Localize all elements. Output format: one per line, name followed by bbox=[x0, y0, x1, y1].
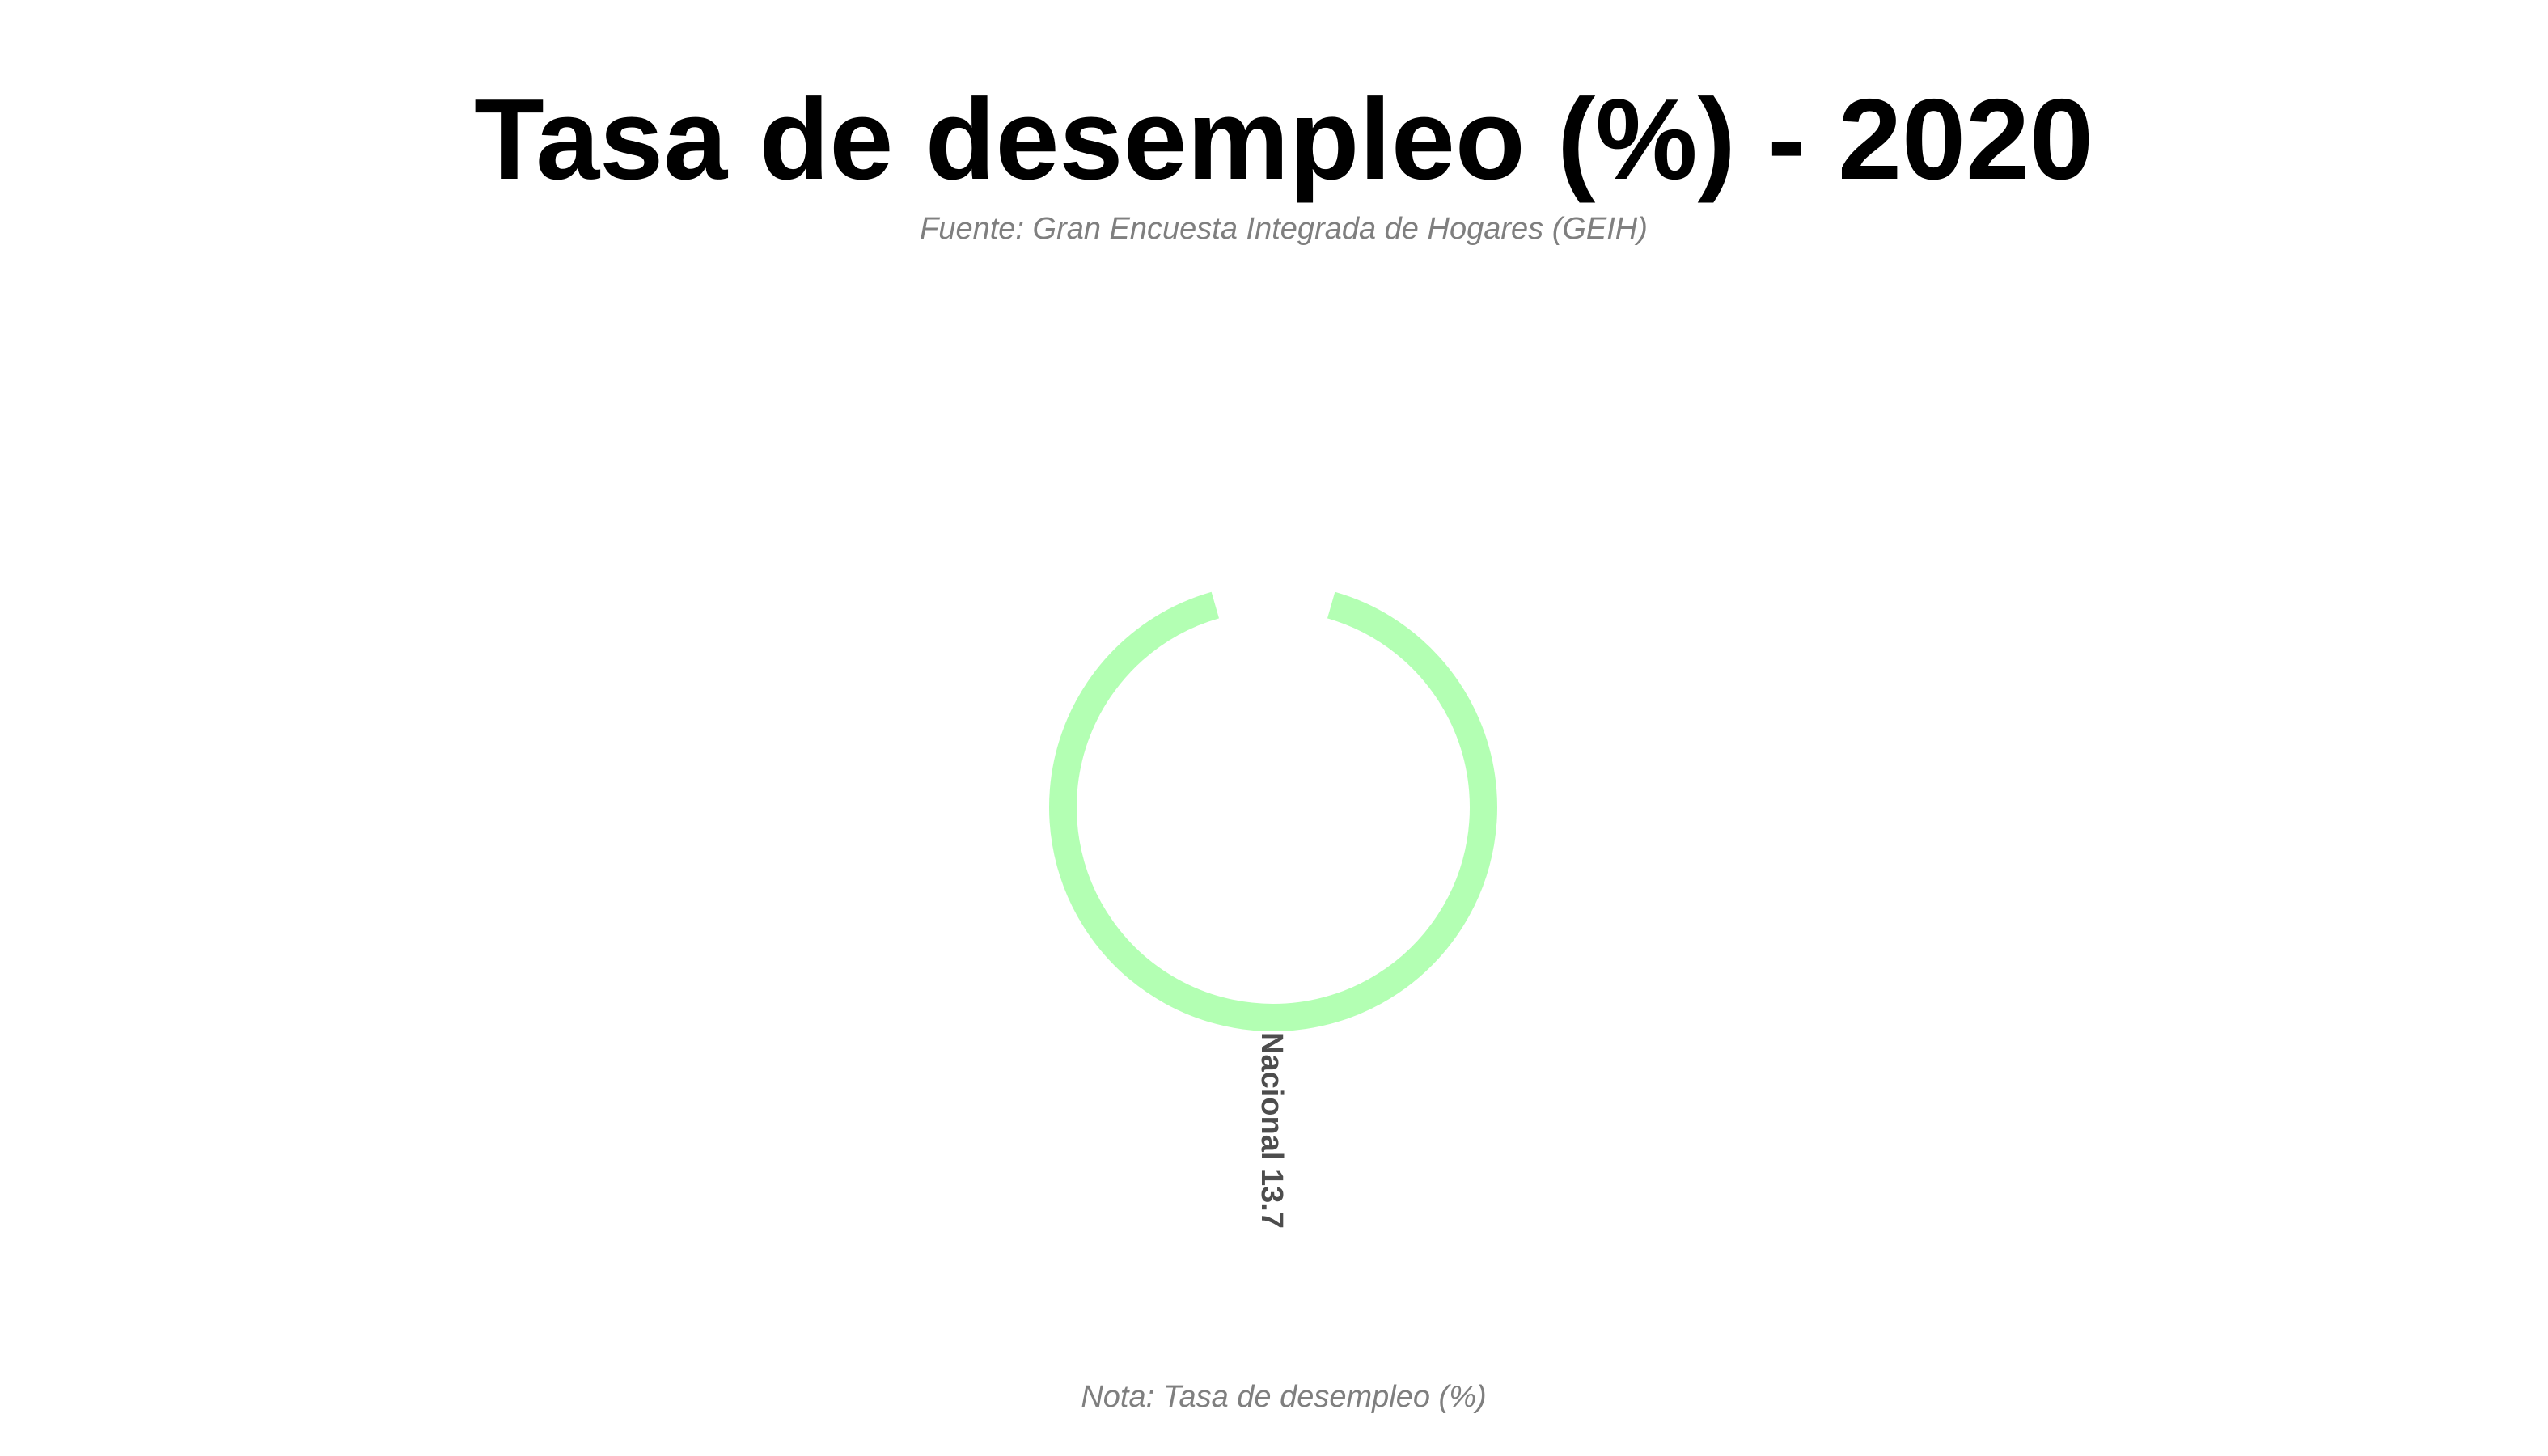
ring-bar-nacional bbox=[1049, 591, 1497, 1031]
bars-layer bbox=[1049, 591, 1497, 1031]
labels-layer: Nacional 13.7 bbox=[1255, 1032, 1289, 1229]
chart-caption: Nota: Tasa de desempleo (%) bbox=[1081, 1380, 1487, 1414]
bar-label-nacional: Nacional 13.7 bbox=[1255, 1032, 1289, 1229]
chart-title: Tasa de desempleo (%) - 2020 bbox=[474, 75, 2093, 204]
chart-subtitle: Fuente: Gran Encuesta Integrada de Hogar… bbox=[920, 212, 1648, 246]
